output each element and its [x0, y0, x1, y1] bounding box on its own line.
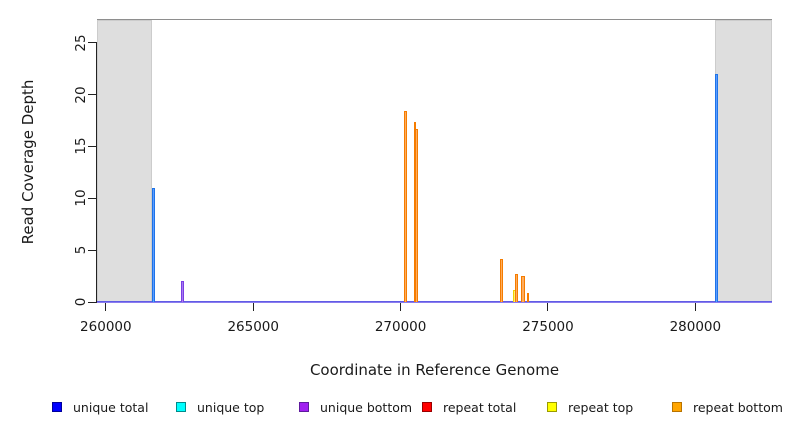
bar-unique-total: [152, 187, 156, 302]
y-tick-label: 5: [73, 245, 89, 255]
y-axis-title: Read Coverage Depth: [19, 79, 37, 245]
legend-label: unique bottom: [320, 399, 413, 415]
y-tick-label: 10: [73, 189, 89, 207]
legend-swatch-icon: [547, 402, 557, 412]
x-tick-label: 265000: [227, 319, 279, 335]
bar-unique-total: [715, 73, 719, 302]
y-tick-label: 20: [73, 86, 89, 104]
x-axis-tick: [252, 303, 254, 311]
legend-label: unique total: [73, 399, 149, 415]
bar-repeat-bottom: [415, 128, 419, 302]
y-axis-tick: [88, 301, 97, 303]
bar-repeat-bottom: [521, 276, 525, 302]
zero-coverage-line: [97, 301, 772, 303]
x-tick-label: 260000: [80, 319, 132, 335]
y-tick-label: 25: [73, 34, 89, 52]
legend-item-repeat-top: repeat top: [547, 397, 633, 417]
legend-item-repeat-bottom: repeat bottom: [672, 397, 783, 417]
legend-item-unique-total: unique total: [52, 397, 148, 417]
x-tick-label: 270000: [374, 319, 427, 335]
legend-swatch-icon: [672, 402, 682, 412]
legend-swatch-icon: [299, 402, 309, 412]
legend-item-unique-top: unique top: [176, 397, 264, 417]
legend-label: repeat top: [568, 399, 634, 415]
y-axis-line: [96, 42, 97, 302]
plot-area: [97, 20, 772, 303]
legend-item-repeat-total: repeat total: [422, 397, 516, 417]
y-axis-tick: [88, 145, 97, 147]
y-tick-label: 15: [73, 137, 89, 156]
y-tick-label: 0: [73, 297, 89, 307]
legend-label: repeat bottom: [693, 399, 783, 415]
x-axis-tick: [105, 303, 107, 311]
legend-item-unique-bottom: unique bottom: [299, 397, 412, 417]
bar-unique-bottom: [181, 281, 184, 302]
legend-label: unique top: [197, 399, 265, 415]
legend-swatch-icon: [422, 402, 432, 412]
y-axis-tick: [88, 42, 97, 44]
legend: unique total unique top unique bottom repea…: [0, 397, 792, 417]
legend-label: repeat total: [443, 399, 517, 415]
bar-repeat-bottom: [500, 259, 503, 302]
masked-region: [715, 20, 772, 302]
bar-repeat-bottom: [526, 292, 530, 302]
x-axis-tick: [400, 303, 402, 311]
x-tick-label: 275000: [522, 319, 574, 335]
legend-swatch-icon: [176, 402, 186, 412]
x-tick-label: 280000: [669, 319, 722, 335]
y-axis-tick: [88, 249, 97, 251]
bar-repeat-bottom: [404, 111, 408, 302]
x-axis-title: Coordinate in Reference Genome: [309, 361, 560, 379]
x-axis-tick: [694, 303, 696, 311]
bar-repeat-bottom: [514, 274, 518, 302]
legend-swatch-icon: [52, 402, 62, 412]
y-axis-tick: [88, 197, 97, 199]
masked-region: [97, 20, 152, 302]
y-axis-tick: [88, 94, 97, 96]
x-axis-tick: [547, 303, 549, 311]
